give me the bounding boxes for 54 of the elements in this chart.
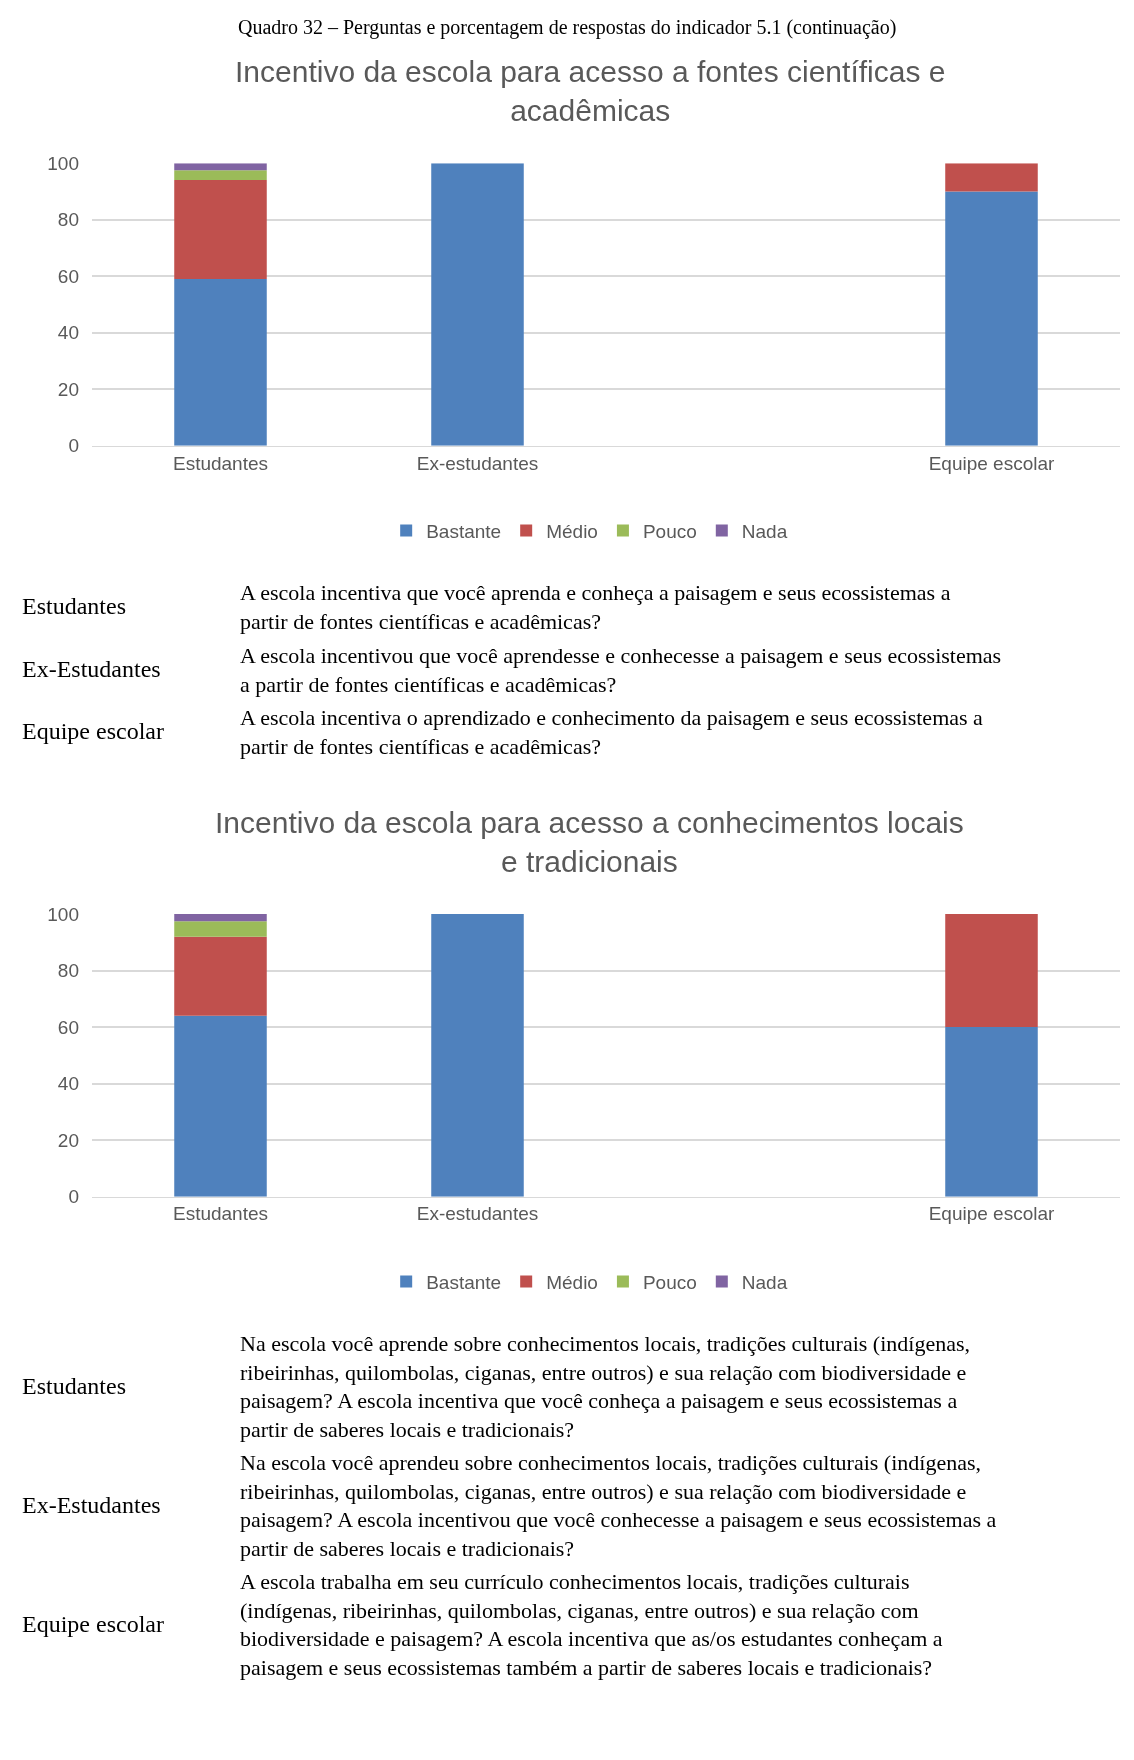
text: Estudantes — [22, 1373, 126, 1399]
legend-label: Médio — [546, 1271, 598, 1293]
legend-label: Nada — [741, 1271, 788, 1293]
text: A escola incentivou que você aprendesse e conhecesse a paisagem e seus ecossistemas a partir de fontes científicas e acadêmicas? — [240, 643, 1002, 697]
chart-title: Incentivo da escola para acesso a conhecimentos locais e tradicionais — [215, 806, 964, 878]
bar — [945, 163, 1038, 192]
bar — [945, 1027, 1038, 1197]
y-tick-label: 100 — [47, 152, 79, 174]
y-tick-label: 80 — [57, 209, 79, 231]
y-tick-label: 60 — [57, 265, 79, 287]
y-tick-label: 100 — [47, 903, 79, 925]
y-tick-label: 60 — [57, 1016, 79, 1038]
x-tick-label: Estudantes — [172, 1203, 269, 1225]
x-tick-label: Equipe escolar — [928, 452, 1056, 474]
text: Ex-Estudantes — [22, 1492, 161, 1518]
y-tick-label: 80 — [57, 960, 79, 982]
bar — [174, 180, 267, 280]
text: Ex-Estudantes — [22, 656, 161, 682]
y-tick-label: 20 — [57, 1129, 79, 1151]
bar — [174, 914, 267, 922]
text: Na escola você aprende sobre conhecimentos locais, tradições culturais (indígenas, ribeirinhas, quilombolas, ciganas, entre outros) e sua relação com biodiversidade e paisagem? A escola incentiva que você conheça a paisagem e seus ecossistemas a partir de saberes locais e tradicionais? — [240, 1331, 970, 1442]
x-tick-label: Ex-estudantes — [416, 1203, 539, 1225]
text: Equipe escolar — [22, 1611, 164, 1637]
bar — [174, 1015, 267, 1197]
legend-label: Pouco — [642, 1271, 697, 1293]
legend-label: Bastante — [426, 520, 502, 542]
x-tick-label: Estudantes — [172, 452, 269, 474]
y-tick-label: 0 — [68, 435, 79, 457]
legend-label: Pouco — [642, 520, 697, 542]
bar — [945, 914, 1038, 1028]
bar — [431, 163, 524, 446]
bar — [431, 914, 524, 1197]
bar — [174, 936, 267, 1016]
y-tick-label: 0 — [68, 1186, 79, 1208]
y-tick-label: 40 — [57, 1073, 79, 1095]
text: Quadro 32 – Perguntas e porcentagem de respostas do indicador 5.1 (continuação) — [238, 16, 897, 39]
text: Na escola você aprendeu sobre conhecimentos locais, tradições culturais (indígenas, ribeirinhas, quilombolas, ciganas, entre outros) e sua relação com biodiversidade e paisagem? A escola incentivou que você conhecesse a paisagem e seus ecossistemas a partir de saberes locais e tradicionais? — [240, 1450, 997, 1561]
x-tick-label: Equipe escolar — [928, 1203, 1056, 1225]
legend-label: Bastante — [426, 1271, 502, 1293]
y-tick-label: 40 — [57, 322, 79, 344]
legend-label: Nada — [741, 520, 788, 542]
text: A escola incentiva que você aprenda e conheça a paisagem e seus ecossistemas a partir de fontes científicas e acadêmicas? — [240, 580, 951, 634]
chart-title: Incentivo da escola para acesso a fontes científicas e acadêmicas — [235, 55, 946, 127]
x-tick-label: Ex-estudantes — [416, 452, 539, 474]
text: Equipe escolar — [22, 718, 164, 744]
text: A escola incentiva o aprendizado e conhecimento da paisagem e seus ecossistemas a partir de fontes científicas e acadêmicas? — [240, 705, 984, 759]
legend-label: Médio — [546, 520, 598, 542]
y-tick-label: 20 — [57, 378, 79, 400]
text: A escola trabalha em seu currículo conhecimentos locais, tradições culturais (indígenas, ribeirinhas, quilombolas, ciganas, entre outros) e sua relação com biodiversidade e paisagem? A escola incentiva que as/os estudantes conheçam a paisagem e seus ecossistemas também a partir de saberes locais e tradicionais? — [240, 1569, 943, 1680]
text: Estudantes — [22, 593, 126, 619]
bar — [945, 191, 1038, 446]
bar — [174, 921, 267, 937]
bar — [174, 279, 267, 446]
bar — [174, 170, 267, 181]
